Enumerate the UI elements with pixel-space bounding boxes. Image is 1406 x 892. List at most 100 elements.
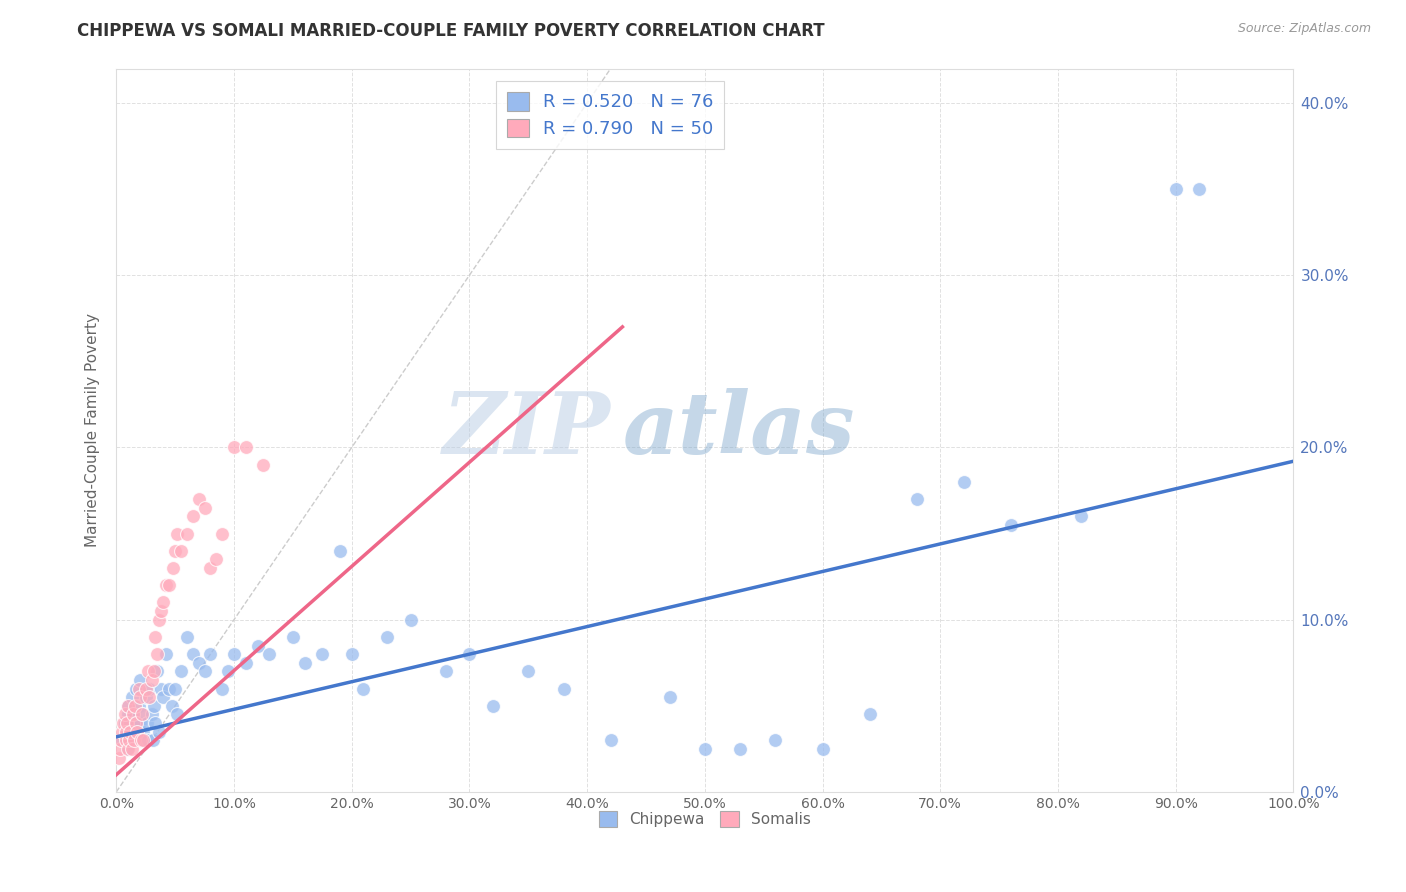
Point bbox=[148, 613, 170, 627]
Point bbox=[222, 441, 245, 455]
Point bbox=[165, 544, 187, 558]
Point bbox=[187, 492, 209, 507]
Point bbox=[1000, 518, 1022, 533]
Point bbox=[108, 742, 131, 756]
Point bbox=[142, 698, 165, 713]
Point bbox=[193, 665, 215, 679]
Point bbox=[117, 698, 139, 713]
Point bbox=[118, 733, 141, 747]
Point bbox=[1188, 182, 1211, 196]
Point bbox=[399, 613, 422, 627]
Point bbox=[811, 742, 834, 756]
Point bbox=[205, 552, 228, 566]
Point bbox=[111, 733, 134, 747]
Point bbox=[211, 526, 233, 541]
Point bbox=[281, 630, 304, 644]
Point bbox=[117, 707, 139, 722]
Point bbox=[143, 630, 166, 644]
Point bbox=[120, 716, 142, 731]
Point bbox=[311, 647, 333, 661]
Point bbox=[122, 733, 145, 747]
Text: atlas: atlas bbox=[623, 389, 855, 472]
Point bbox=[146, 647, 169, 661]
Point bbox=[1164, 182, 1187, 196]
Point bbox=[141, 673, 163, 687]
Point bbox=[128, 673, 150, 687]
Point bbox=[141, 707, 163, 722]
Point bbox=[181, 647, 204, 661]
Point bbox=[181, 509, 204, 524]
Point bbox=[135, 690, 157, 705]
Point bbox=[125, 681, 148, 696]
Point bbox=[135, 716, 157, 731]
Point bbox=[128, 681, 150, 696]
Point bbox=[162, 561, 184, 575]
Point bbox=[128, 698, 150, 713]
Point bbox=[138, 690, 160, 705]
Point bbox=[136, 733, 159, 747]
Point bbox=[728, 742, 751, 756]
Text: CHIPPEWA VS SOMALI MARRIED-COUPLE FAMILY POVERTY CORRELATION CHART: CHIPPEWA VS SOMALI MARRIED-COUPLE FAMILY… bbox=[77, 22, 825, 40]
Point bbox=[114, 707, 136, 722]
Point bbox=[235, 441, 257, 455]
Point bbox=[458, 647, 481, 661]
Point bbox=[859, 707, 882, 722]
Point bbox=[193, 500, 215, 515]
Point bbox=[150, 604, 173, 618]
Point bbox=[131, 707, 153, 722]
Point bbox=[517, 665, 540, 679]
Point bbox=[122, 707, 145, 722]
Point bbox=[693, 742, 716, 756]
Point bbox=[148, 724, 170, 739]
Point bbox=[115, 716, 138, 731]
Point bbox=[131, 707, 153, 722]
Point bbox=[375, 630, 398, 644]
Point bbox=[117, 698, 139, 713]
Point bbox=[235, 656, 257, 670]
Point bbox=[222, 647, 245, 661]
Point bbox=[114, 724, 136, 739]
Point bbox=[187, 656, 209, 670]
Point bbox=[129, 733, 152, 747]
Point bbox=[120, 724, 142, 739]
Point bbox=[124, 716, 146, 731]
Point bbox=[128, 690, 150, 705]
Point bbox=[599, 733, 621, 747]
Point bbox=[117, 742, 139, 756]
Point bbox=[166, 707, 188, 722]
Point bbox=[353, 681, 375, 696]
Point bbox=[952, 475, 974, 489]
Point bbox=[176, 630, 198, 644]
Point bbox=[107, 750, 129, 764]
Point bbox=[152, 595, 174, 609]
Point bbox=[176, 526, 198, 541]
Point bbox=[259, 647, 281, 661]
Point bbox=[329, 544, 352, 558]
Point bbox=[132, 724, 155, 739]
Point bbox=[111, 724, 134, 739]
Point bbox=[132, 733, 155, 747]
Point bbox=[136, 665, 159, 679]
Point bbox=[482, 698, 505, 713]
Point bbox=[157, 578, 180, 592]
Point bbox=[553, 681, 575, 696]
Point bbox=[127, 724, 149, 739]
Y-axis label: Married-Couple Family Poverty: Married-Couple Family Poverty bbox=[86, 313, 100, 547]
Point bbox=[1070, 509, 1092, 524]
Point bbox=[294, 656, 316, 670]
Point bbox=[125, 716, 148, 731]
Point bbox=[166, 526, 188, 541]
Point bbox=[246, 639, 269, 653]
Point bbox=[124, 698, 146, 713]
Point bbox=[128, 716, 150, 731]
Point bbox=[160, 698, 183, 713]
Point bbox=[211, 681, 233, 696]
Point bbox=[143, 716, 166, 731]
Point bbox=[434, 665, 457, 679]
Point bbox=[129, 733, 152, 747]
Point bbox=[252, 458, 274, 472]
Point bbox=[170, 544, 193, 558]
Point bbox=[115, 742, 138, 756]
Point bbox=[200, 647, 222, 661]
Point bbox=[121, 724, 143, 739]
